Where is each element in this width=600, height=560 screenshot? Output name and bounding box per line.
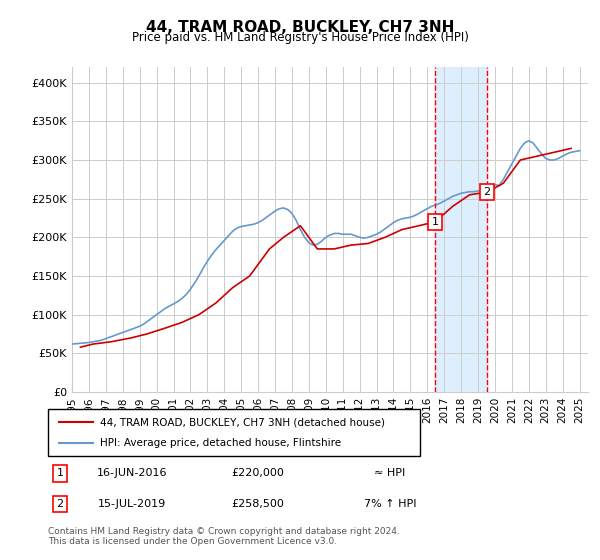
Text: Price paid vs. HM Land Registry's House Price Index (HPI): Price paid vs. HM Land Registry's House … — [131, 31, 469, 44]
Text: 44, TRAM ROAD, BUCKLEY, CH7 3NH: 44, TRAM ROAD, BUCKLEY, CH7 3NH — [146, 20, 454, 35]
Text: Contains HM Land Registry data © Crown copyright and database right 2024.
This d: Contains HM Land Registry data © Crown c… — [48, 526, 400, 546]
FancyBboxPatch shape — [48, 409, 420, 456]
Text: 2: 2 — [56, 499, 64, 509]
Text: 15-JUL-2019: 15-JUL-2019 — [98, 499, 166, 509]
Text: 7% ↑ HPI: 7% ↑ HPI — [364, 499, 416, 509]
Text: ≈ HPI: ≈ HPI — [374, 468, 406, 478]
Text: £258,500: £258,500 — [232, 499, 284, 509]
Text: HPI: Average price, detached house, Flintshire: HPI: Average price, detached house, Flin… — [100, 438, 341, 448]
Text: 44, TRAM ROAD, BUCKLEY, CH7 3NH (detached house): 44, TRAM ROAD, BUCKLEY, CH7 3NH (detache… — [100, 417, 385, 427]
Bar — [435, 67, 487, 392]
Text: 2: 2 — [484, 187, 491, 197]
Text: 16-JUN-2016: 16-JUN-2016 — [97, 468, 167, 478]
Text: 1: 1 — [431, 217, 439, 227]
Text: £220,000: £220,000 — [232, 468, 284, 478]
Text: 1: 1 — [56, 468, 64, 478]
